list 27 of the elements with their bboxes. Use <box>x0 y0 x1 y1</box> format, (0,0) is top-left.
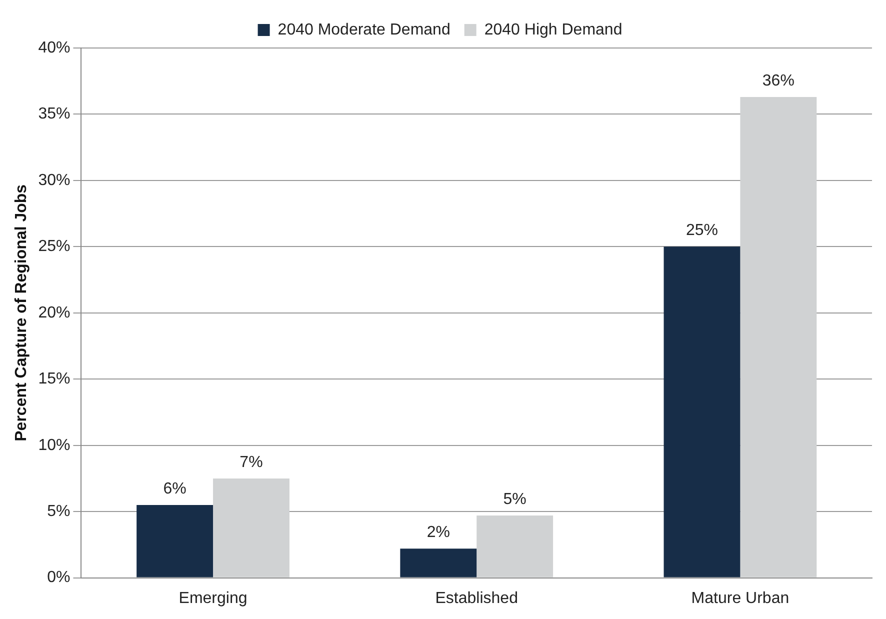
y-tick-label: 30% <box>38 172 70 189</box>
data-label: 2% <box>426 524 450 542</box>
bar <box>400 548 477 578</box>
y-tick-label: 25% <box>38 238 70 256</box>
bar <box>213 478 290 578</box>
y-tick-label: 15% <box>38 370 70 388</box>
legend-label: 2040 High Demand <box>484 21 622 38</box>
y-tick-label: 35% <box>38 106 70 123</box>
data-label: 36% <box>762 72 794 90</box>
x-tick-label: Mature Urban <box>691 590 790 607</box>
bar <box>664 246 740 578</box>
data-label: 25% <box>686 222 718 240</box>
y-tick-label: 5% <box>47 502 70 520</box>
x-tick-label: Established <box>435 590 518 607</box>
y-axis-title: Percent Capture of Regional Jobs <box>13 184 30 442</box>
y-tick-label: 0% <box>47 569 70 586</box>
bar <box>476 516 554 578</box>
y-tick-label: 20% <box>38 304 70 322</box>
data-label: 7% <box>240 454 263 471</box>
legend-label: 2040 Moderate Demand <box>278 21 450 38</box>
data-label: 6% <box>163 480 186 498</box>
x-tick-label: Emerging <box>178 590 248 607</box>
bar <box>136 504 214 578</box>
y-tick-label: 40% <box>38 39 70 56</box>
data-label: 5% <box>503 490 526 508</box>
y-tick-label: 10% <box>38 436 70 454</box>
bar <box>740 97 817 578</box>
